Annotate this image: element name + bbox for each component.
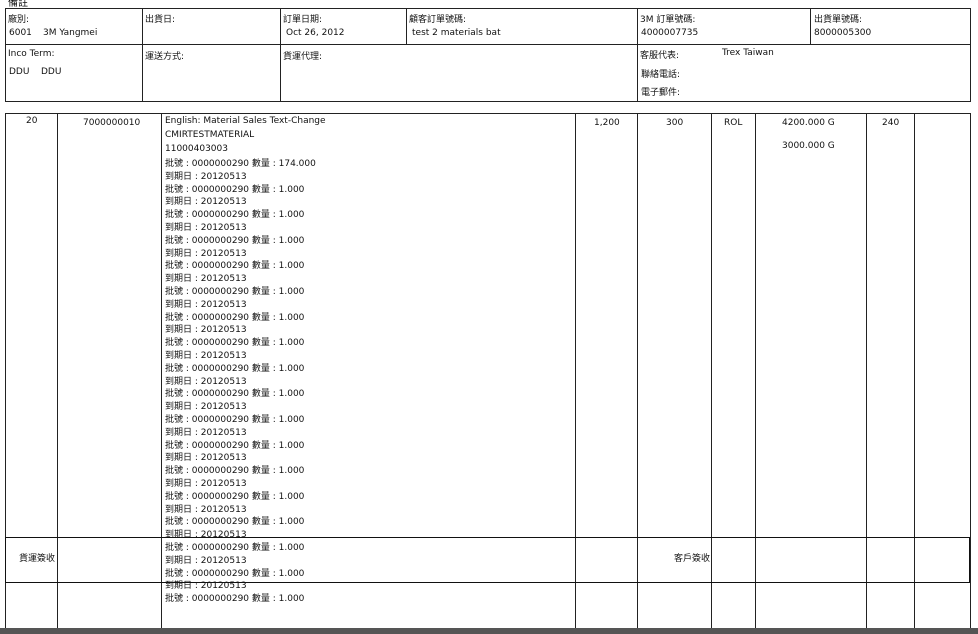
forwarder-label: 貨運代理: bbox=[283, 52, 323, 62]
lot-expiry: 到期日 : 20120513 bbox=[165, 581, 247, 592]
lot-batch: 批號 : 0000000290 數量 : 1.000 bbox=[165, 491, 305, 502]
lot-expiry: 到期日 : 20120513 bbox=[165, 299, 247, 310]
inco-value-1: DDU bbox=[9, 67, 30, 77]
lot-expiry: 到期日 : 20120513 bbox=[165, 325, 247, 336]
lot-expiry: 到期日 : 20120513 bbox=[165, 504, 247, 515]
customer-po-value: test 2 materials bat bbox=[412, 28, 501, 38]
lot-batch: 批號 : 0000000290 數量 : 1.000 bbox=[165, 440, 305, 451]
customer-signature-label: 客戶簽收 bbox=[674, 554, 711, 564]
delivery-no-label: 出貨單號碼: bbox=[814, 15, 863, 25]
plant-name: 3M Yangmei bbox=[43, 28, 98, 38]
lot-batch: 批號 : 0000000290 數量 : 1.000 bbox=[165, 389, 305, 400]
top-note: 備註 bbox=[8, 0, 28, 9]
order-no-label: 3M 訂單號碼: bbox=[640, 15, 696, 25]
lot-batch: 批號 : 0000000290 數量 : 1.000 bbox=[165, 312, 305, 323]
carrier-signature-label: 貨運簽收 bbox=[19, 554, 56, 564]
item-desc-2: CMIRTESTMATERIAL bbox=[165, 130, 255, 140]
lot-expiry: 到期日 : 20120513 bbox=[165, 530, 247, 541]
lot-batch: 批號 : 0000000290 數量 : 1.000 bbox=[165, 235, 305, 246]
lot-batch: 批號 : 0000000290 數量 : 1.000 bbox=[165, 261, 305, 272]
header-table bbox=[5, 8, 971, 102]
inco-label: Inco Term: bbox=[8, 49, 55, 59]
lot-expiry: 到期日 : 20120513 bbox=[165, 427, 247, 438]
cs-rep-value: Trex Taiwan bbox=[722, 48, 774, 58]
lot-batch: 批號 : 0000000290 數量 : 1.000 bbox=[165, 210, 305, 221]
lot-expiry: 到期日 : 20120513 bbox=[165, 453, 247, 464]
item-weight-1: 4200.000 G bbox=[782, 118, 835, 128]
lot-expiry: 到期日 : 20120513 bbox=[165, 197, 247, 208]
signature-box: 貨運簽收 客戶簽收 bbox=[5, 537, 970, 583]
item-extra: 240 bbox=[882, 118, 900, 128]
lot-list: 批號 : 0000000290 數量 : 174.000 到期日 : 201205… bbox=[165, 158, 316, 606]
ship-method-label: 運送方式: bbox=[145, 52, 185, 62]
lot-batch: 批號 : 0000000290 數量 : 1.000 bbox=[165, 286, 305, 297]
item-qty: 1,200 bbox=[594, 118, 620, 128]
email-label: 電子郵件: bbox=[641, 88, 681, 98]
lot-expiry: 到期日 : 20120513 bbox=[165, 555, 247, 566]
item-material: 7000000010 bbox=[83, 118, 141, 128]
bottom-bar bbox=[0, 628, 978, 634]
ship-date-label: 出貨日: bbox=[145, 15, 176, 25]
item-desc-3: 11000403003 bbox=[165, 144, 228, 154]
plant-label: 廠別: bbox=[8, 15, 30, 25]
lot-expiry: 到期日 : 20120513 bbox=[165, 171, 247, 182]
lot-expiry: 到期日 : 20120513 bbox=[165, 248, 247, 259]
plant-code: 6001 bbox=[9, 28, 32, 38]
order-date-label: 訂單日期: bbox=[283, 15, 323, 25]
item-line: 20 bbox=[26, 116, 38, 126]
lot-batch: 批號 : 0000000290 數量 : 1.000 bbox=[165, 414, 305, 425]
cs-rep-label: 客服代表: bbox=[640, 51, 680, 61]
delivery-no-value: 8000005300 bbox=[814, 28, 872, 38]
lot-batch: 批號 : 0000000290 數量 : 1.000 bbox=[165, 517, 305, 528]
lot-expiry: 到期日 : 20120513 bbox=[165, 402, 247, 413]
lot-batch: 批號 : 0000000290 數量 : 1.000 bbox=[165, 542, 305, 553]
lot-batch: 批號 : 0000000290 數量 : 1.000 bbox=[165, 363, 305, 374]
lot-expiry: 到期日 : 20120513 bbox=[165, 350, 247, 361]
item-desc-1: English: Material Sales Text-Change bbox=[165, 116, 326, 126]
lot-batch: 批號 : 0000000290 數量 : 1.000 bbox=[165, 594, 305, 605]
phone-label: 聯絡電話: bbox=[641, 70, 681, 80]
item-weight-2: 3000.000 G bbox=[782, 141, 835, 151]
item-uom: ROL bbox=[724, 118, 743, 128]
order-date-value: Oct 26, 2012 bbox=[286, 28, 345, 38]
lot-expiry: 到期日 : 20120513 bbox=[165, 376, 247, 387]
order-no-value: 4000007735 bbox=[641, 28, 699, 38]
lot-batch: 批號 : 0000000290 數量 : 1.000 bbox=[165, 466, 305, 477]
lot-batch: 批號 : 0000000290 數量 : 1.000 bbox=[165, 338, 305, 349]
lot-expiry: 到期日 : 20120513 bbox=[165, 222, 247, 233]
lot-batch: 批號 : 0000000290 數量 : 1.000 bbox=[165, 184, 305, 195]
item-qty-2: 300 bbox=[666, 118, 684, 128]
inco-value-2: DDU bbox=[41, 67, 62, 77]
lot-batch: 批號 : 0000000290 數量 : 174.000 bbox=[165, 159, 316, 169]
lot-batch: 批號 : 0000000290 數量 : 1.000 bbox=[165, 568, 305, 579]
lot-expiry: 到期日 : 20120513 bbox=[165, 478, 247, 489]
customer-po-label: 顧客訂單號碼: bbox=[409, 15, 467, 25]
lot-expiry: 到期日 : 20120513 bbox=[165, 274, 247, 285]
